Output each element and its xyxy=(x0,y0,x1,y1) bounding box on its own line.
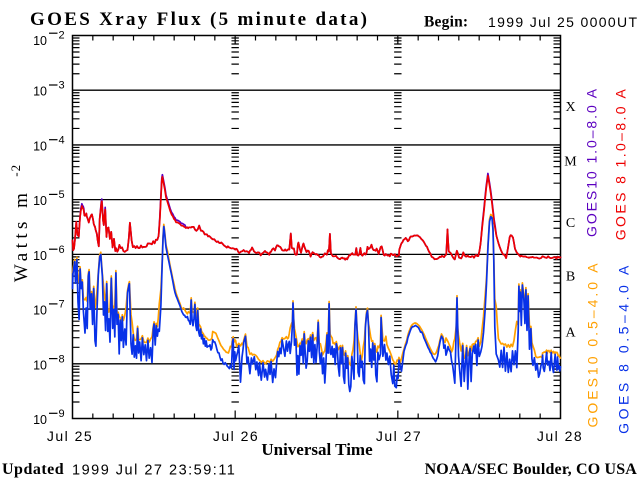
svg-text:10: 10 xyxy=(33,358,47,372)
svg-text:5: 5 xyxy=(59,189,65,201)
svg-text:GOES 8 1.0–8.0 A: GOES 8 1.0–8.0 A xyxy=(613,87,629,240)
svg-text:1999 Jul 25 0000UT: 1999 Jul 25 0000UT xyxy=(488,14,638,30)
svg-text:10: 10 xyxy=(33,34,47,48)
svg-text:10: 10 xyxy=(33,413,47,427)
svg-text:C: C xyxy=(566,216,575,231)
svg-text:Begin:: Begin: xyxy=(424,14,468,31)
svg-text:6: 6 xyxy=(59,244,65,256)
svg-text:1999 Jul 27 23:59:11: 1999 Jul 27 23:59:11 xyxy=(72,463,236,479)
svg-text:A: A xyxy=(565,325,576,340)
svg-text:7: 7 xyxy=(59,299,65,311)
svg-text:Jul 25: Jul 25 xyxy=(47,428,93,444)
svg-text:M: M xyxy=(564,154,577,169)
svg-text:10: 10 xyxy=(33,304,47,318)
svg-text:Universal Time: Universal Time xyxy=(261,440,373,459)
svg-text:9: 9 xyxy=(59,408,65,420)
svg-text:10: 10 xyxy=(33,249,47,263)
svg-text:10: 10 xyxy=(33,85,47,99)
svg-text:2: 2 xyxy=(59,29,65,41)
svg-text:Jul 27: Jul 27 xyxy=(376,428,422,444)
svg-text:NOAA/SEC Boulder, CO USA: NOAA/SEC Boulder, CO USA xyxy=(425,461,638,478)
svg-text:Jul 26: Jul 26 xyxy=(213,428,259,444)
svg-text:10: 10 xyxy=(33,139,47,153)
svg-text:10: 10 xyxy=(33,194,47,208)
svg-text:GOES 8 0.5–4.0 A: GOES 8 0.5–4.0 A xyxy=(616,262,632,434)
svg-text:Updated: Updated xyxy=(2,461,64,478)
svg-text:GOES Xray Flux (5 minute data): GOES Xray Flux (5 minute data) xyxy=(30,9,369,30)
svg-text:B: B xyxy=(566,269,575,284)
svg-text:Jul 28: Jul 28 xyxy=(537,428,583,444)
svg-text:GOES10 1.0–8.0 A: GOES10 1.0–8.0 A xyxy=(583,87,599,237)
svg-text:X: X xyxy=(565,100,575,115)
svg-text:GOES10 0.5–4.0 A: GOES10 0.5–4.0 A xyxy=(584,260,600,427)
svg-text:4: 4 xyxy=(59,134,65,146)
svg-text:8: 8 xyxy=(59,353,65,365)
svg-text:3: 3 xyxy=(59,80,65,92)
